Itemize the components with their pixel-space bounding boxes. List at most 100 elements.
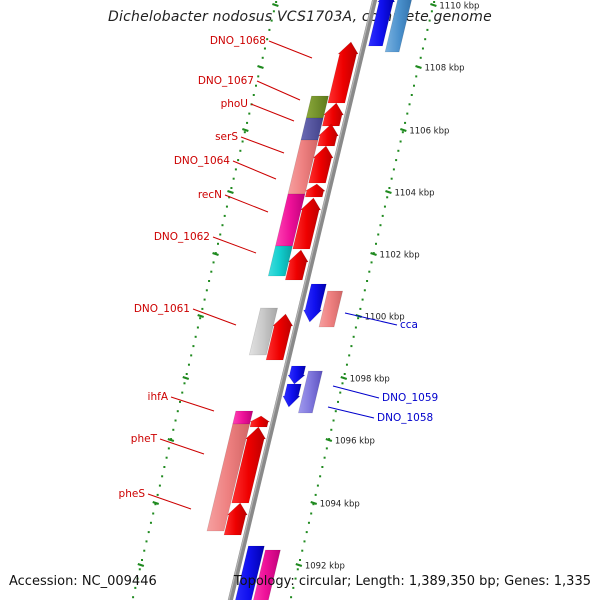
ruler-dot — [266, 38, 269, 41]
ruler-dot — [399, 140, 402, 143]
gene-label: DNO_1064 — [174, 155, 230, 167]
ruler-dot — [252, 94, 255, 96]
ruler-dot — [156, 493, 159, 496]
ruler-dot — [383, 205, 386, 208]
ruler-dot — [323, 456, 326, 459]
ruler-dot — [179, 400, 182, 403]
kbp-tick-label: 1092 kbp — [305, 562, 345, 572]
ruler-dot — [343, 373, 346, 375]
ruler-dot — [205, 289, 208, 292]
ruler-dot — [257, 75, 260, 78]
ruler-dot — [299, 559, 302, 561]
ruler-dot — [223, 214, 226, 217]
gene-callouts: DNO_1068 DNO_1067 phoU serS DNO_1064 recN DNO_… — [119, 35, 438, 510]
kbp-tick-label: 1110 kbp — [439, 2, 479, 12]
ruler-dot — [375, 242, 378, 245]
kbp-tick-mark — [400, 127, 407, 133]
kbp-tick-mark — [197, 313, 205, 319]
ruler-dot — [190, 354, 193, 357]
ruler-dot — [330, 428, 333, 431]
gene-label: recN — [198, 189, 222, 201]
ruler-dot — [314, 493, 317, 496]
ruler-dot — [176, 410, 179, 413]
ruler-dot — [237, 159, 240, 162]
ruler-dot — [410, 94, 413, 96]
callout-line — [170, 396, 215, 412]
cds-arrow-reverse — [287, 365, 307, 385]
ruler-dot — [268, 28, 271, 31]
callout-line — [256, 80, 301, 101]
kbp-tick-mark — [137, 562, 145, 568]
ruler-dot — [203, 298, 206, 301]
ruler-dot — [386, 196, 389, 199]
gene-box — [206, 423, 251, 532]
kbp-tick-label: 1100 kbp — [365, 313, 405, 323]
ruler-dot — [321, 466, 324, 468]
accession-text: Accession: NC_009446 — [9, 574, 157, 589]
ruler-dot — [368, 270, 371, 273]
ruler-dot — [270, 19, 273, 22]
ruler-dot — [413, 84, 416, 87]
callout-line — [192, 308, 237, 326]
ruler-dot — [348, 354, 351, 357]
ruler-dot — [192, 345, 195, 348]
callout-line — [224, 194, 269, 213]
ruler-dot — [357, 317, 360, 320]
ruler-dot — [149, 521, 152, 524]
ruler-dot — [138, 568, 141, 571]
gene-features — [206, 0, 412, 600]
ruler-dot — [174, 419, 177, 422]
kbp-tick-mark — [415, 64, 422, 70]
ruler-dot — [395, 159, 398, 162]
ruler-dot — [187, 363, 190, 366]
ruler-dot — [181, 391, 184, 394]
ruler-dot — [294, 577, 297, 580]
callout-line — [147, 493, 192, 510]
ruler-dot — [433, 1, 436, 3]
ruler-dot — [154, 503, 157, 506]
kbp-tick-label: 1102 kbp — [380, 251, 420, 261]
ruler-dot — [246, 121, 249, 124]
callout-line — [212, 236, 257, 254]
ruler-dot — [408, 103, 411, 106]
gene-label: DNO_1067 — [198, 75, 254, 87]
ruler-dot — [201, 307, 204, 310]
kbp-tick-label: 1108 kbp — [424, 64, 464, 74]
ruler-dot — [404, 121, 407, 124]
ruler-dot — [134, 586, 137, 589]
ruler-dot — [366, 280, 369, 282]
kbp-tick-mark — [167, 437, 175, 443]
gene-box — [253, 549, 281, 600]
kbp-tick-mark — [340, 375, 348, 381]
cds-arrow-forward — [249, 415, 271, 428]
ruler-dot — [248, 112, 251, 115]
ruler-dot — [212, 261, 215, 264]
kbp-tick-label: 1106 kbp — [409, 127, 449, 137]
ruler-dot — [132, 596, 135, 599]
kbp-tick-mark — [310, 500, 318, 506]
kbp-tick-mark — [227, 189, 234, 195]
kbp-tick-mark — [242, 127, 249, 133]
ruler-dot — [345, 363, 348, 366]
ruler-dot — [208, 280, 211, 282]
ruler-dot — [359, 307, 362, 310]
ruler-dot — [290, 596, 293, 599]
ruler-dot — [147, 531, 150, 534]
ruler-dot — [225, 205, 228, 208]
ruler-dot — [217, 242, 220, 245]
ruler-dot — [145, 540, 148, 543]
cds-arrow-reverse — [368, 0, 396, 47]
ruler-dot — [305, 531, 308, 534]
callout-line — [327, 406, 375, 419]
kbp-tick-mark — [272, 2, 279, 8]
kbp-tick-mark — [325, 437, 333, 443]
ruler-dot — [337, 400, 340, 403]
kbp-tick-mark — [212, 251, 219, 257]
ruler-dot — [350, 345, 353, 348]
kbp-tick-mark — [385, 189, 392, 195]
ruler-dot — [430, 10, 433, 13]
gene-label: DNO_1058 — [377, 412, 433, 424]
ruler-dot — [392, 168, 395, 171]
kbp-tick-mark — [370, 251, 377, 257]
gene-box — [384, 0, 412, 53]
